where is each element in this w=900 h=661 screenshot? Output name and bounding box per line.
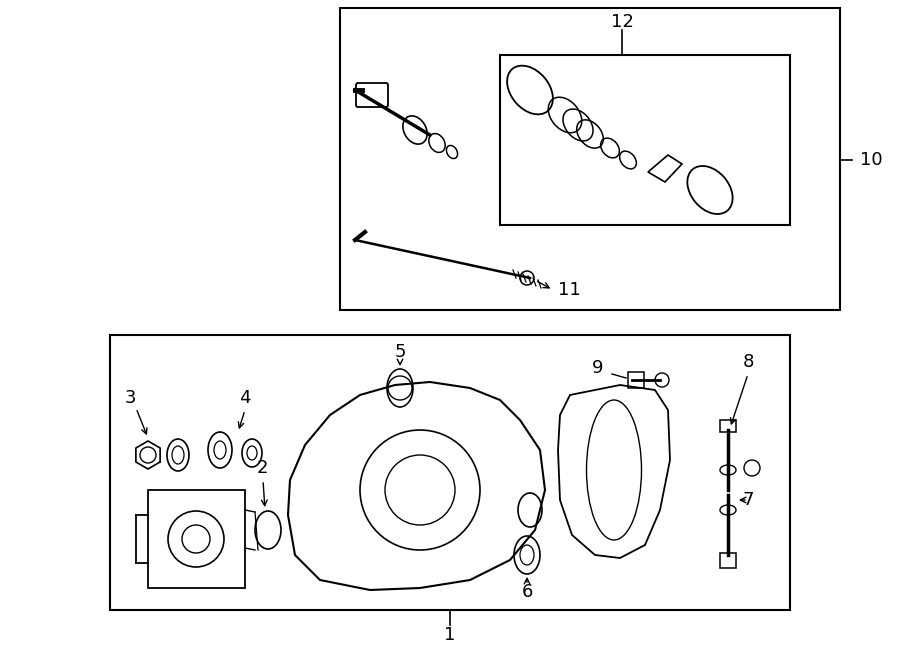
Text: 8: 8 <box>742 353 753 371</box>
Bar <box>148 490 245 588</box>
Bar <box>110 335 790 610</box>
Bar <box>720 420 736 432</box>
Text: 9: 9 <box>592 359 604 377</box>
Text: 3: 3 <box>124 389 136 407</box>
Text: 10: 10 <box>860 151 883 169</box>
Text: 2: 2 <box>256 459 268 477</box>
Text: 6: 6 <box>521 583 533 601</box>
Text: 12: 12 <box>610 13 634 31</box>
Text: 1: 1 <box>445 626 455 644</box>
Bar <box>340 8 840 310</box>
Text: 7: 7 <box>742 491 754 509</box>
Text: 5: 5 <box>394 343 406 361</box>
Text: 11: 11 <box>558 281 580 299</box>
Bar <box>628 372 644 388</box>
Bar <box>720 553 736 568</box>
Text: 4: 4 <box>239 389 251 407</box>
Bar <box>500 55 790 225</box>
